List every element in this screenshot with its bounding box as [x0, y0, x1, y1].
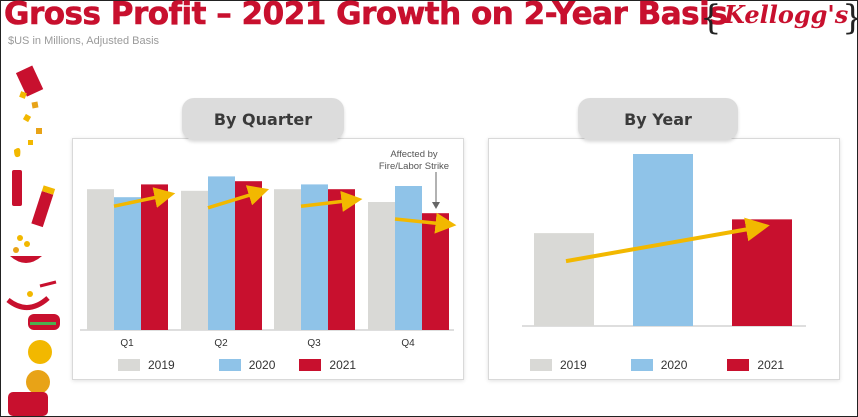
year-legend: 2019 2020 2021 — [530, 358, 804, 372]
legend-item-2020: 2020 — [218, 358, 276, 372]
bar-q2-2019 — [181, 190, 208, 330]
trend-arrow-q3 — [300, 190, 363, 212]
brand-logo: { Kellogg's } — [700, 0, 858, 40]
left-brace-icon: { — [700, 0, 722, 38]
legend-label-2020: 2020 — [660, 358, 688, 372]
right-brace-icon: } — [842, 0, 858, 38]
annotation-label: Fire/Labor Strike — [379, 161, 449, 172]
legend-label-2019: 2019 — [148, 358, 175, 372]
bar-q1-2020 — [114, 197, 141, 330]
legend-label-2020: 2020 — [248, 358, 276, 372]
legend-item-2020: 2020 — [630, 358, 688, 372]
trend-arrow-q2 — [207, 185, 270, 210]
legend-item-2019: 2019 — [530, 358, 587, 372]
year-bar-chart — [522, 154, 806, 327]
bar-q1-2019 — [87, 189, 114, 330]
legend-label-2021: 2021 — [757, 358, 785, 372]
bar-year-2019 — [534, 233, 594, 326]
x-tick-label-q1: Q1 — [120, 338, 134, 349]
x-tick-label-q3: Q3 — [307, 338, 321, 349]
x-tick-label-q4: Q4 — [401, 338, 415, 349]
quarter-chart-title: By Quarter — [182, 98, 344, 140]
legend-label-2019: 2019 — [560, 358, 587, 372]
x-tick-label-q2: Q2 — [214, 338, 228, 349]
bar-q4-2020 — [395, 186, 422, 330]
bar-year-2021 — [732, 219, 792, 326]
cereal-illustration-icon — [6, 65, 60, 416]
year-chart-title: By Year — [578, 98, 738, 140]
page-title: Gross Profit – 2021 Growth on 2-Year Bas… — [4, 0, 728, 32]
quarter-legend: 2019 2020 2021 — [118, 358, 376, 372]
bar-q2-2021 — [235, 181, 262, 330]
page-subtitle: $US in Millions, Adjusted Basis — [8, 35, 160, 47]
legend-item-2019: 2019 — [118, 358, 175, 372]
trend-arrow-q4 — [394, 212, 457, 234]
bar-q4-2021 — [422, 213, 449, 330]
bar-q3-2019 — [274, 189, 301, 330]
legend-item-2021: 2021 — [299, 358, 356, 372]
annotation-label: Affected by — [390, 149, 438, 160]
trend-arrow-year — [565, 217, 770, 264]
legend-label-2021: 2021 — [329, 358, 357, 372]
logo-text: Kellogg's — [724, 0, 849, 29]
bar-q4-2019 — [368, 202, 395, 330]
trend-arrow-q1 — [113, 187, 176, 208]
legend-item-2021: 2021 — [727, 358, 784, 372]
bar-q1-2021 — [141, 184, 168, 330]
bar-q3-2021 — [328, 189, 355, 330]
bar-q3-2020 — [301, 184, 328, 330]
annotation-pointer-head — [432, 202, 440, 209]
